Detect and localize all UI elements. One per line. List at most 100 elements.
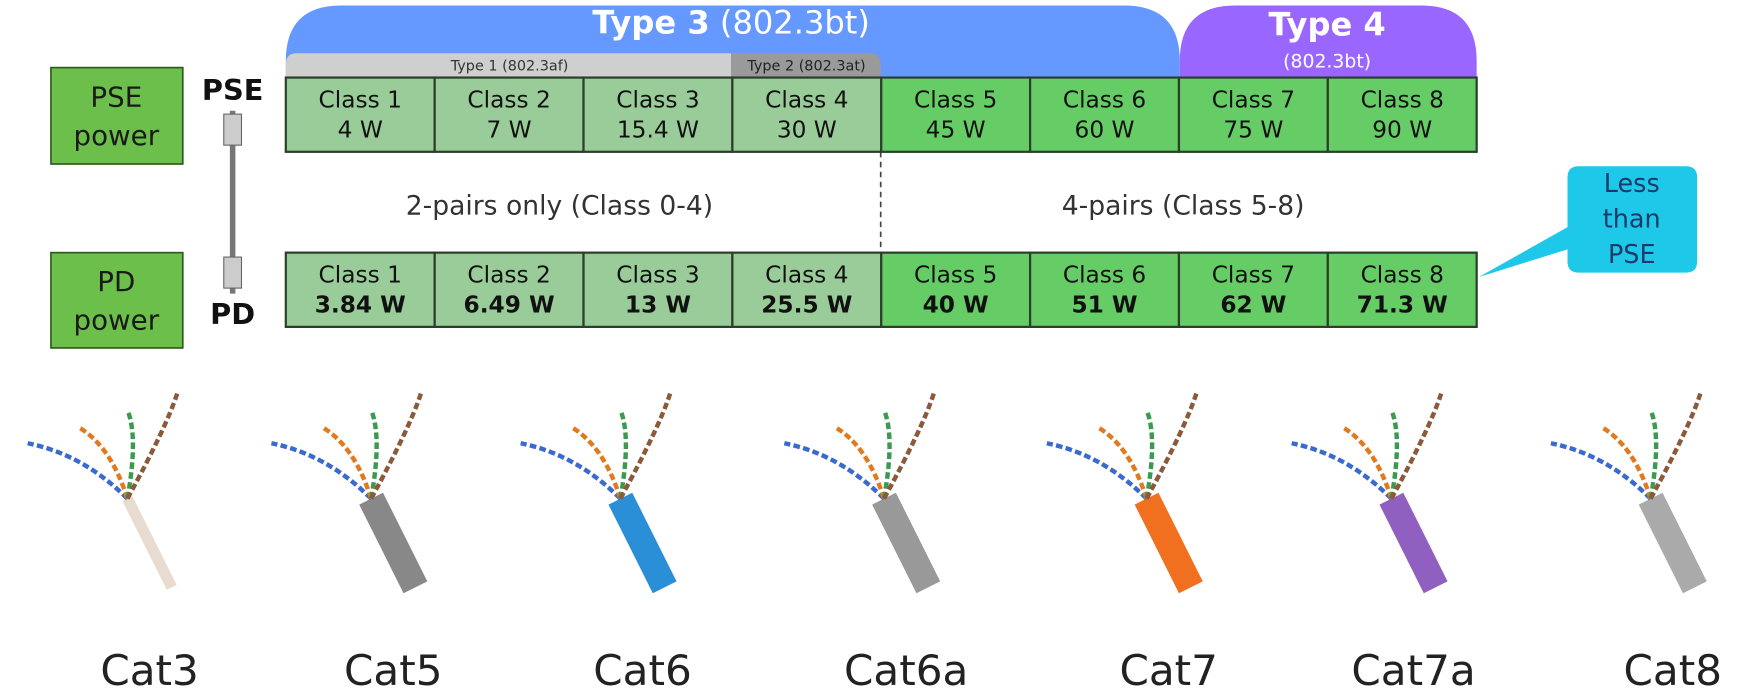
class-power: 51 W [1071,291,1137,318]
cable-wire [520,441,622,501]
cable-label: Cat6a [844,646,968,695]
callout [1478,166,1698,278]
class-name: Class 2 [467,261,550,288]
cable-wire [1340,424,1394,500]
type2-band [731,53,881,78]
class-name: Class 5 [914,261,997,288]
cable-image [270,392,428,594]
class-name: Class 4 [765,86,848,113]
cable-wire [369,392,424,500]
cable-wire [76,424,130,500]
plug [223,113,243,146]
class-name: Class 2 [467,86,550,113]
type2-label: Type 2 (802.3at) [746,58,865,74]
class-power: 62 W [1220,291,1286,318]
class-cell [1326,76,1478,153]
row-label: power [74,119,160,152]
class-cell [284,76,436,153]
cable-wire [320,424,374,500]
class-power: 90 W [1372,116,1432,143]
cable-jacket [1379,492,1448,594]
cable-wire [1291,441,1393,501]
cable-label: Cat8 [1624,646,1722,695]
class-power: 40 W [923,291,989,318]
class-name: Class 7 [1212,261,1295,288]
class-cell [284,251,436,328]
cable-wire [1095,424,1149,500]
cable-wire [618,392,673,500]
class-cell [1177,76,1329,153]
class-name: Class 8 [1361,261,1444,288]
class-power: 30 W [777,116,837,143]
cable-label: Cat5 [344,646,442,695]
class-power: 45 W [926,116,986,143]
class-name: Class 1 [319,86,402,113]
cable-wire [125,409,136,500]
class-cell [582,251,734,328]
row-label: PSE [90,80,142,113]
class-power: 25.5 W [761,291,852,318]
class-name: Class 6 [1063,261,1146,288]
class-power: 71.3 W [1357,291,1448,318]
row-label-box [50,251,184,349]
cable-wire [1389,392,1444,500]
class-name: Class 8 [1361,86,1444,113]
class-cell [433,251,585,328]
class-power: 4 W [338,116,383,143]
class-power: 15.4 W [617,116,699,143]
cable-wire [783,441,886,501]
class-name: Class 4 [765,261,848,288]
cable-wire [27,441,129,501]
callout-text: than [1603,205,1661,235]
cable-label: Cat6 [593,646,691,695]
four-pairs: 4-pairs (Class 5-8) [1062,191,1305,222]
plug [223,256,243,289]
callout-text: PSE [1608,240,1656,270]
cable-wire [368,409,379,500]
cable-wire [1046,441,1149,501]
type1-label: Type 1 (802.3af) [450,58,569,74]
cable-jacket [122,496,177,590]
class-power: 6.49 W [464,291,555,318]
class-cell [1326,251,1478,328]
cable-wire [1550,441,1653,501]
class-name: Class 3 [616,261,699,288]
type4-std: (802.3bt) [1283,52,1371,73]
cable-image [27,392,180,590]
cable-wire [270,441,373,501]
type1-band [285,53,732,78]
cable-jacket [1134,492,1203,594]
cable-jacket [608,492,677,594]
class-power: 60 W [1075,116,1135,143]
class-name: Class 6 [1063,86,1146,113]
cable-wire [882,392,936,500]
cable-wire [1144,392,1199,500]
cable-label: Cat7 [1119,646,1217,695]
cable-image [783,392,941,594]
cable-image [520,392,677,594]
cable-label: Cat3 [100,646,198,695]
row-label: PD [97,265,135,298]
class-cell [731,76,883,153]
cable-wire [833,424,887,500]
connector-label: PSE [202,73,264,107]
cable-wire [1648,409,1659,500]
cable-image [1291,392,1448,594]
type3-label: Type 3 (802.3bt) [592,3,870,41]
class-power: 7 W [487,116,532,143]
cable-wire [1648,392,1703,500]
cable-wire [618,409,629,500]
class-cell [433,76,585,153]
cable-wire [125,392,180,500]
class-name: Class 3 [616,86,699,113]
two-pairs: 2-pairs only (Class 0-4) [406,191,713,222]
row-label-box [50,66,184,165]
cable-wire [1599,424,1653,500]
cable-image [1550,392,1707,594]
cable-jacket [872,492,941,594]
cable-jacket [1638,492,1707,594]
callout-text: Less [1604,169,1660,199]
class-name: Class 5 [914,86,997,113]
